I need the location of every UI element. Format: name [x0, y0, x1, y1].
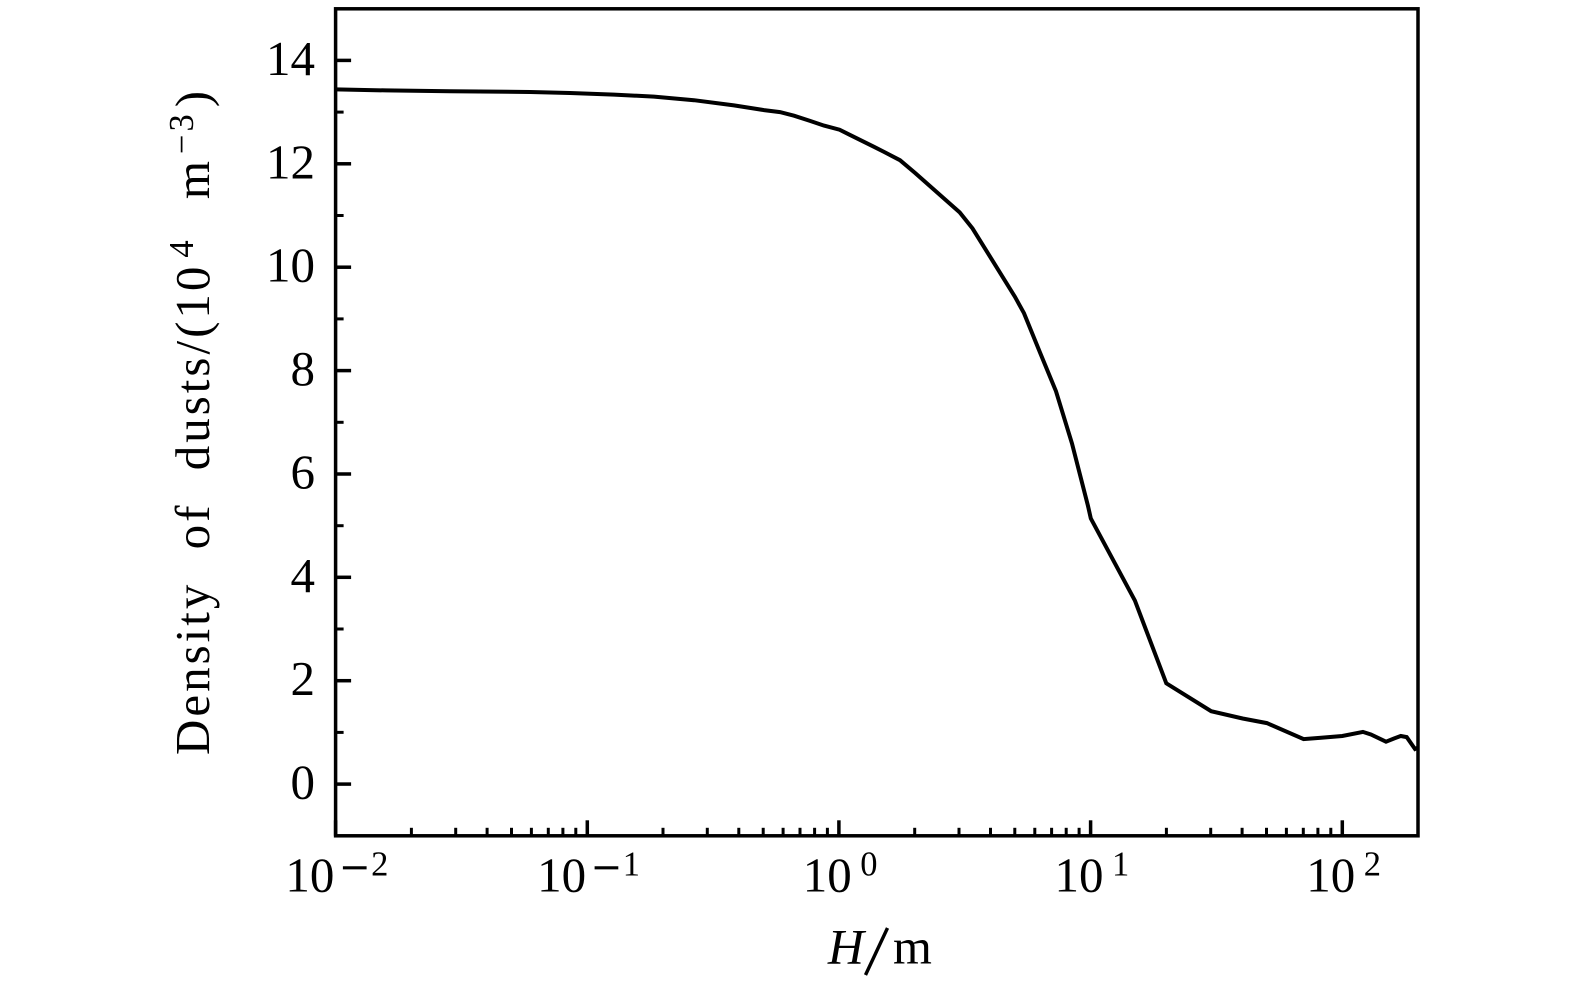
svg-text:1: 1 — [1112, 846, 1129, 884]
svg-text:2: 2 — [371, 846, 388, 884]
svg-text:12: 12 — [266, 134, 315, 189]
svg-text:10: 10 — [266, 238, 315, 293]
svg-text:Density of dusts/(104 m−3): Density of dusts/(104 m−3) — [163, 91, 220, 755]
svg-text:10: 10 — [803, 848, 852, 903]
svg-text:m: m — [893, 919, 932, 975]
svg-text:H: H — [827, 919, 867, 975]
svg-text:1: 1 — [623, 846, 640, 884]
svg-text:8: 8 — [291, 341, 316, 396]
svg-text:0: 0 — [860, 846, 877, 884]
svg-text:10: 10 — [285, 848, 334, 903]
svg-text:2: 2 — [1364, 846, 1381, 884]
svg-text:10: 10 — [537, 848, 586, 903]
svg-text:4: 4 — [291, 548, 316, 603]
svg-text:14: 14 — [266, 31, 315, 86]
svg-text:10: 10 — [1306, 848, 1355, 903]
svg-text:0: 0 — [291, 755, 316, 810]
svg-text:6: 6 — [291, 445, 316, 500]
svg-text:10: 10 — [1055, 848, 1104, 903]
svg-text:2: 2 — [291, 651, 316, 706]
